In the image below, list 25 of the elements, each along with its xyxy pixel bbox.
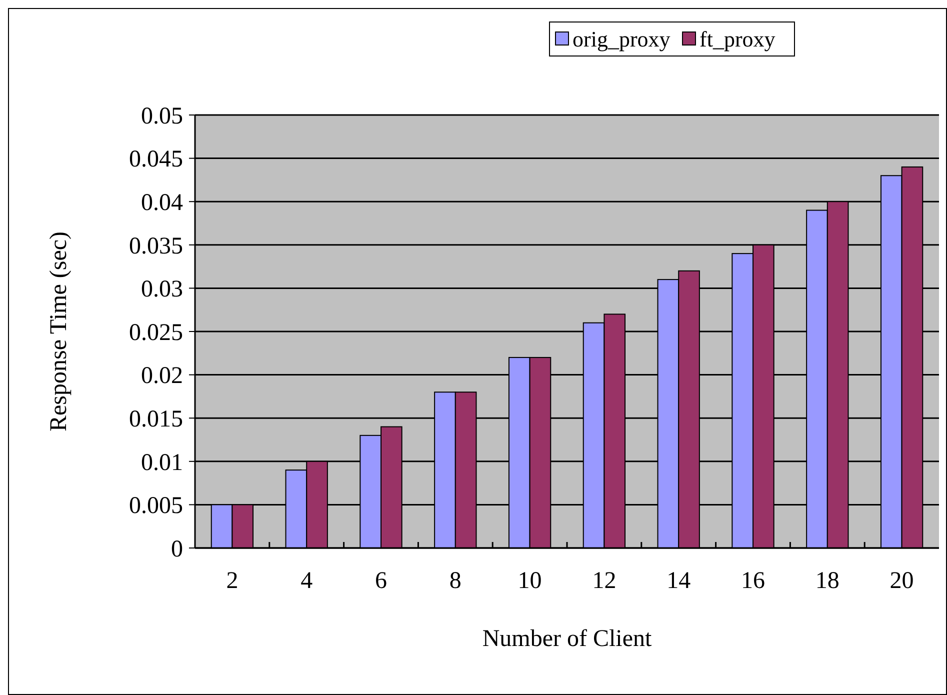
y-tick-label: 0.03 (141, 276, 183, 303)
x-tick-label: 20 (890, 568, 914, 594)
x-tick-label: 10 (518, 568, 542, 594)
y-tick-label: 0.04 (141, 190, 183, 216)
legend-label: ft_proxy (700, 26, 776, 52)
legend-label: orig_proxy (572, 26, 670, 52)
x-tick-label: 6 (375, 568, 387, 594)
y-tick-label: 0.01 (141, 450, 183, 476)
x-axis-title: Number of Client (482, 626, 652, 652)
y-tick-label: 0.02 (141, 363, 183, 390)
x-tick-label: 16 (741, 568, 765, 594)
y-tick-label: 0.005 (129, 493, 183, 520)
y-tick-label: 0.015 (129, 406, 183, 432)
y-tick-label: 0.025 (129, 320, 183, 346)
x-tick-label: 14 (666, 568, 691, 594)
y-tick-label: 0.045 (129, 146, 183, 173)
x-tick-label: 12 (592, 568, 616, 594)
x-tick-label: 4 (300, 568, 313, 594)
y-tick-label: 0.035 (129, 233, 183, 260)
y-tick-label: 0.05 (141, 103, 183, 130)
x-tick-label: 2 (226, 568, 238, 594)
x-tick-label: 18 (815, 568, 840, 594)
x-tick-label: 8 (449, 568, 462, 594)
y-tick-label: 0 (171, 536, 183, 562)
y-axis-title: Response Time (sec) (46, 232, 72, 432)
